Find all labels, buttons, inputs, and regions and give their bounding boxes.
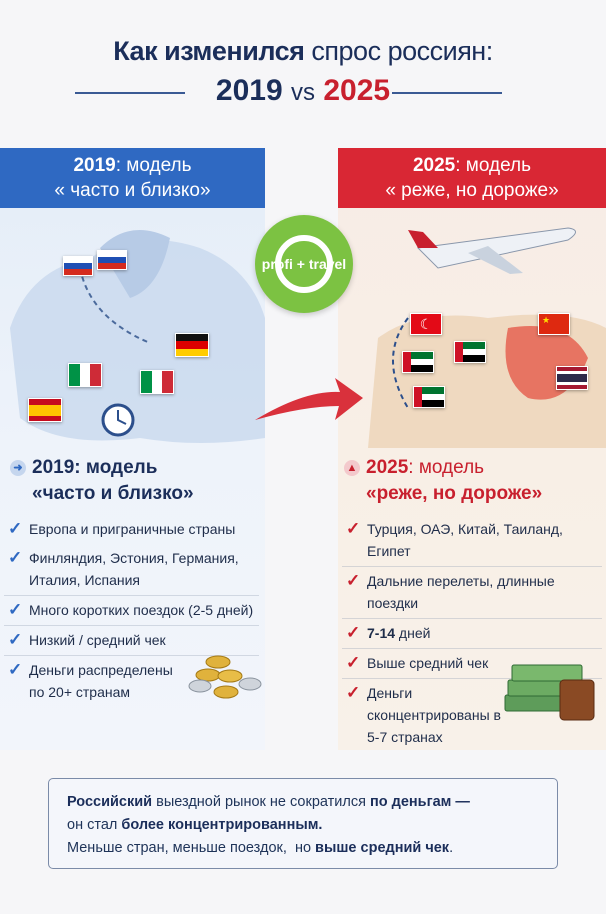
check-icon: ✓ bbox=[8, 600, 23, 619]
profi-travel-logo: profi + travel bbox=[255, 215, 353, 313]
divider bbox=[392, 92, 502, 94]
check-icon: ✓ bbox=[346, 519, 361, 538]
heading-2025: ▲ 2025: модель «реже, но дороже» bbox=[344, 455, 542, 507]
summary-box: Российский выездной рынок не сократился … bbox=[48, 778, 558, 869]
list-2025: ✓ Турция, ОАЭ, Китай, Таиланд, Египет ✓ Да… bbox=[342, 515, 602, 752]
transition-arrow-icon bbox=[255, 378, 363, 420]
list-item: ✓ Дальние перелеты, длинные поездки bbox=[342, 566, 602, 618]
list-2019: ✓ Европа и приграничные страны ✓ Финляндия… bbox=[4, 515, 259, 707]
summary-line: Меньше стран, меньше поездок, но выше ср… bbox=[67, 840, 454, 856]
check-icon: ✓ bbox=[346, 623, 361, 642]
italy-flag bbox=[140, 370, 174, 394]
heading-2019: ➜ 2019: модель «часто и близко» bbox=[10, 455, 194, 507]
turkey-flag: ☾ bbox=[410, 313, 442, 335]
money-wallet-icon bbox=[504, 664, 595, 721]
uae-flag bbox=[454, 341, 486, 363]
summary-line: он стал более концентрированным. bbox=[67, 817, 323, 833]
list-item: ✓ Низкий / средний чек bbox=[4, 625, 259, 655]
check-icon: ✓ bbox=[8, 519, 23, 538]
arrow-up-icon: ▲ bbox=[344, 460, 360, 476]
germany-flag bbox=[175, 333, 209, 357]
check-icon: ✓ bbox=[346, 683, 361, 702]
panel-2019: 2019: модель « часто и близко» bbox=[0, 148, 265, 750]
coins-icon bbox=[188, 655, 262, 699]
russia-flag bbox=[63, 256, 93, 276]
list-item: ✓ Выше средний чек bbox=[342, 648, 602, 678]
summary-line: Российский выездной рынок не сократился … bbox=[67, 794, 470, 810]
banner-2019: 2019: модель « часто и близко» bbox=[0, 148, 265, 208]
list-item: ✓ 7-14 дней bbox=[342, 618, 602, 648]
check-icon: ✓ bbox=[346, 653, 361, 672]
list-item: ✓ Европа и приграничные страны bbox=[8, 519, 236, 538]
russia-flag bbox=[97, 250, 127, 270]
italy-flag bbox=[68, 363, 102, 387]
airplane-icon bbox=[408, 227, 576, 274]
check-icon: ✓ bbox=[8, 548, 23, 567]
page-subtitle: 2019 vs 2025 bbox=[215, 74, 391, 107]
divider bbox=[75, 92, 185, 94]
list-item: ✓ Турция, ОАЭ, Китай, Таиланд, Египет bbox=[346, 519, 563, 559]
check-icon: ✓ bbox=[8, 630, 23, 649]
uae-flag bbox=[413, 386, 445, 408]
uae-flag bbox=[402, 351, 434, 373]
asia-map bbox=[368, 227, 606, 448]
check-icon: ✓ bbox=[346, 571, 361, 590]
arrow-right-icon: ➜ bbox=[10, 460, 26, 476]
china-flag: ★ bbox=[538, 313, 570, 335]
europe-map bbox=[10, 230, 265, 443]
list-item: ✓ Деньги сконцентрированы в 5-7 странах bbox=[342, 678, 602, 752]
check-icon: ✓ bbox=[8, 660, 23, 679]
list-item: ✓ Много коротких поездок (2-5 дней) bbox=[4, 595, 259, 625]
page-title: Как изменился спрос россиян: bbox=[113, 36, 493, 66]
spain-flag bbox=[28, 398, 62, 422]
thailand-flag bbox=[556, 366, 588, 390]
panel-2025: 2025: модель « реже, но дороже» ☾ ★ bbox=[338, 148, 606, 750]
list-item: ✓ Финляндия, Эстония, Германия, Италия, И… bbox=[8, 548, 239, 588]
banner-2025: 2025: модель « реже, но дороже» bbox=[338, 148, 606, 208]
list-item: ✓ Деньги распределены по 20+ странам bbox=[4, 655, 259, 707]
